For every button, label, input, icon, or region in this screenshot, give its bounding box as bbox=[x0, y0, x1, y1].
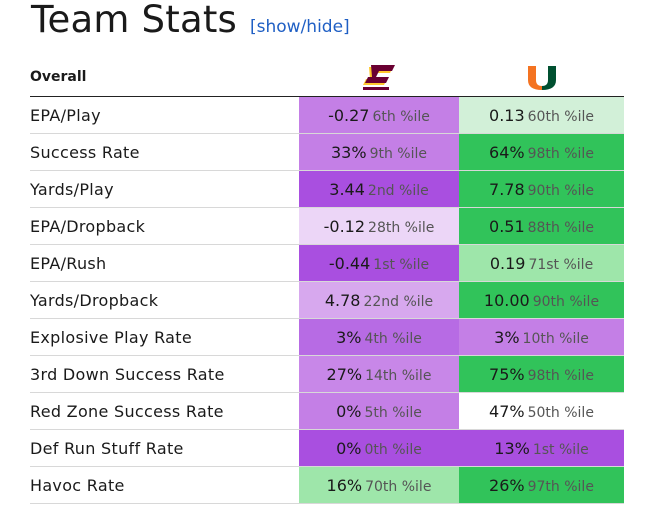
percentile-label: 0th %ile bbox=[364, 441, 422, 458]
team-a-stat-cell: -0.44 1st %ile bbox=[299, 244, 459, 282]
percentile-label: 1st %ile bbox=[532, 441, 589, 458]
stat-value: 75% bbox=[489, 364, 525, 384]
metric-label: EPA/Play bbox=[30, 96, 299, 134]
stat-value: 0% bbox=[336, 401, 362, 421]
show-hide-toggle-link[interactable]: [show/hide] bbox=[250, 17, 350, 37]
percentile-label: 6th %ile bbox=[372, 108, 430, 125]
table-row: Success Rate 33% 9th %ile 64% 98th %ile bbox=[30, 133, 624, 171]
stat-value: 26% bbox=[489, 475, 525, 495]
stat-value: 47% bbox=[489, 401, 525, 421]
stat-value: 27% bbox=[326, 364, 363, 384]
team-b-stat-cell: 13% 1st %ile bbox=[459, 429, 624, 467]
team-b-stat-cell: 0.13 60th %ile bbox=[459, 96, 624, 134]
team-b-stat-cell: 0.19 71st %ile bbox=[459, 244, 624, 282]
metric-label: Success Rate bbox=[30, 133, 299, 171]
team-a-stat-cell: 3% 4th %ile bbox=[299, 318, 459, 356]
percentile-label: 88th %ile bbox=[527, 219, 594, 236]
percentile-label: 2nd %ile bbox=[367, 182, 429, 199]
stat-value: 33% bbox=[331, 142, 367, 162]
team-a-stat-cell: 0% 5th %ile bbox=[299, 392, 459, 430]
stat-value: 64% bbox=[489, 142, 525, 162]
metric-label: EPA/Rush bbox=[30, 244, 299, 282]
page-title: Team Stats bbox=[31, 0, 238, 41]
stat-value: 0.13 bbox=[489, 105, 525, 125]
table-row: EPA/Dropback -0.12 28th %ile 0.51 88th %ile bbox=[30, 207, 624, 245]
team-a-stat-cell: 4.78 22nd %ile bbox=[299, 281, 459, 319]
percentile-label: 28th %ile bbox=[368, 219, 435, 236]
team-b-stat-cell: 26% 97th %ile bbox=[459, 466, 624, 504]
table-row: EPA/Play -0.27 6th %ile 0.13 60th %ile bbox=[30, 96, 624, 134]
team-a-stat-cell: 3.44 2nd %ile bbox=[299, 170, 459, 208]
table-row: EPA/Rush -0.44 1st %ile 0.19 71st %ile bbox=[30, 244, 624, 282]
team-a-stat-cell: 0% 0th %ile bbox=[299, 429, 459, 467]
table-row: Yards/Dropback 4.78 22nd %ile 10.00 90th %il… bbox=[30, 281, 624, 319]
stat-value: 16% bbox=[326, 475, 363, 495]
miami-u-logo-icon bbox=[522, 65, 561, 90]
stat-value: 7.78 bbox=[489, 179, 525, 199]
team-a-stat-cell: -0.12 28th %ile bbox=[299, 207, 459, 245]
page-header: Team Stats [show/hide] bbox=[31, 0, 350, 44]
metric-label: Def Run Stuff Rate bbox=[30, 429, 299, 467]
stat-value: -0.12 bbox=[323, 216, 366, 236]
percentile-label: 50th %ile bbox=[527, 404, 594, 421]
stat-value: 3% bbox=[494, 327, 520, 347]
percentile-label: 14th %ile bbox=[365, 367, 432, 384]
percentile-label: 70th %ile bbox=[365, 478, 432, 495]
metric-label: 3rd Down Success Rate bbox=[30, 355, 299, 393]
stat-value: 3.44 bbox=[329, 179, 365, 199]
team-b-stat-cell: 3% 10th %ile bbox=[459, 318, 624, 356]
percentile-label: 4th %ile bbox=[364, 330, 422, 347]
table-row: Yards/Play 3.44 2nd %ile 7.78 90th %ile bbox=[30, 170, 624, 208]
metric-label: Yards/Play bbox=[30, 170, 299, 208]
table-row: Red Zone Success Rate 0% 5th %ile 47% 50th %… bbox=[30, 392, 624, 430]
stat-value: -0.27 bbox=[328, 105, 370, 125]
stat-value: 0% bbox=[336, 438, 362, 458]
team-b-stat-cell: 47% 50th %ile bbox=[459, 392, 624, 430]
metric-label: Yards/Dropback bbox=[30, 281, 299, 319]
metric-label: Explosive Play Rate bbox=[30, 318, 299, 356]
team-a-column-header bbox=[299, 57, 459, 97]
metric-label: Red Zone Success Rate bbox=[30, 392, 299, 430]
table-row: Havoc Rate 16% 70th %ile 26% 97th %ile bbox=[30, 466, 624, 504]
team-a-stat-cell: -0.27 6th %ile bbox=[299, 96, 459, 134]
cmu-c-logo-icon bbox=[363, 64, 395, 90]
team-b-stat-cell: 0.51 88th %ile bbox=[459, 207, 624, 245]
team-b-stat-cell: 64% 98th %ile bbox=[459, 133, 624, 171]
table-row: 3rd Down Success Rate 27% 14th %ile 75% 98th… bbox=[30, 355, 624, 393]
percentile-label: 10th %ile bbox=[522, 330, 589, 347]
percentile-label: 9th %ile bbox=[369, 145, 427, 162]
stat-value: -0.44 bbox=[328, 253, 371, 273]
metric-label: EPA/Dropback bbox=[30, 207, 299, 245]
stat-value: 3% bbox=[336, 327, 362, 347]
team-stats-table: Overall EPA/Play -0.27 6th %ile 0.13 60th %i… bbox=[30, 57, 624, 504]
overall-column-header: Overall bbox=[30, 57, 299, 97]
percentile-label: 98th %ile bbox=[527, 367, 594, 384]
team-b-stat-cell: 7.78 90th %ile bbox=[459, 170, 624, 208]
table-row: Explosive Play Rate 3% 4th %ile 3% 10th %ile bbox=[30, 318, 624, 356]
team-a-stat-cell: 16% 70th %ile bbox=[299, 466, 459, 504]
metric-label: Havoc Rate bbox=[30, 466, 299, 504]
percentile-label: 5th %ile bbox=[364, 404, 422, 421]
stat-value: 10.00 bbox=[483, 290, 530, 310]
team-a-stat-cell: 33% 9th %ile bbox=[299, 133, 459, 171]
team-b-stat-cell: 10.00 90th %ile bbox=[459, 281, 624, 319]
stat-value: 4.78 bbox=[324, 290, 361, 310]
percentile-label: 98th %ile bbox=[527, 145, 594, 162]
percentile-label: 1st %ile bbox=[373, 256, 430, 273]
stat-value: 0.19 bbox=[489, 253, 526, 273]
team-b-stat-cell: 75% 98th %ile bbox=[459, 355, 624, 393]
percentile-label: 90th %ile bbox=[527, 182, 594, 199]
table-row: Def Run Stuff Rate 0% 0th %ile 13% 1st %ile bbox=[30, 429, 624, 467]
percentile-label: 60th %ile bbox=[527, 108, 594, 125]
stat-value: 13% bbox=[494, 438, 530, 458]
percentile-label: 71st %ile bbox=[528, 256, 594, 273]
table-header-row: Overall bbox=[30, 57, 624, 97]
percentile-label: 97th %ile bbox=[527, 478, 594, 495]
team-a-stat-cell: 27% 14th %ile bbox=[299, 355, 459, 393]
team-b-column-header bbox=[459, 57, 624, 97]
percentile-label: 22nd %ile bbox=[363, 293, 434, 310]
percentile-label: 90th %ile bbox=[532, 293, 600, 310]
stat-value: 0.51 bbox=[489, 216, 525, 236]
